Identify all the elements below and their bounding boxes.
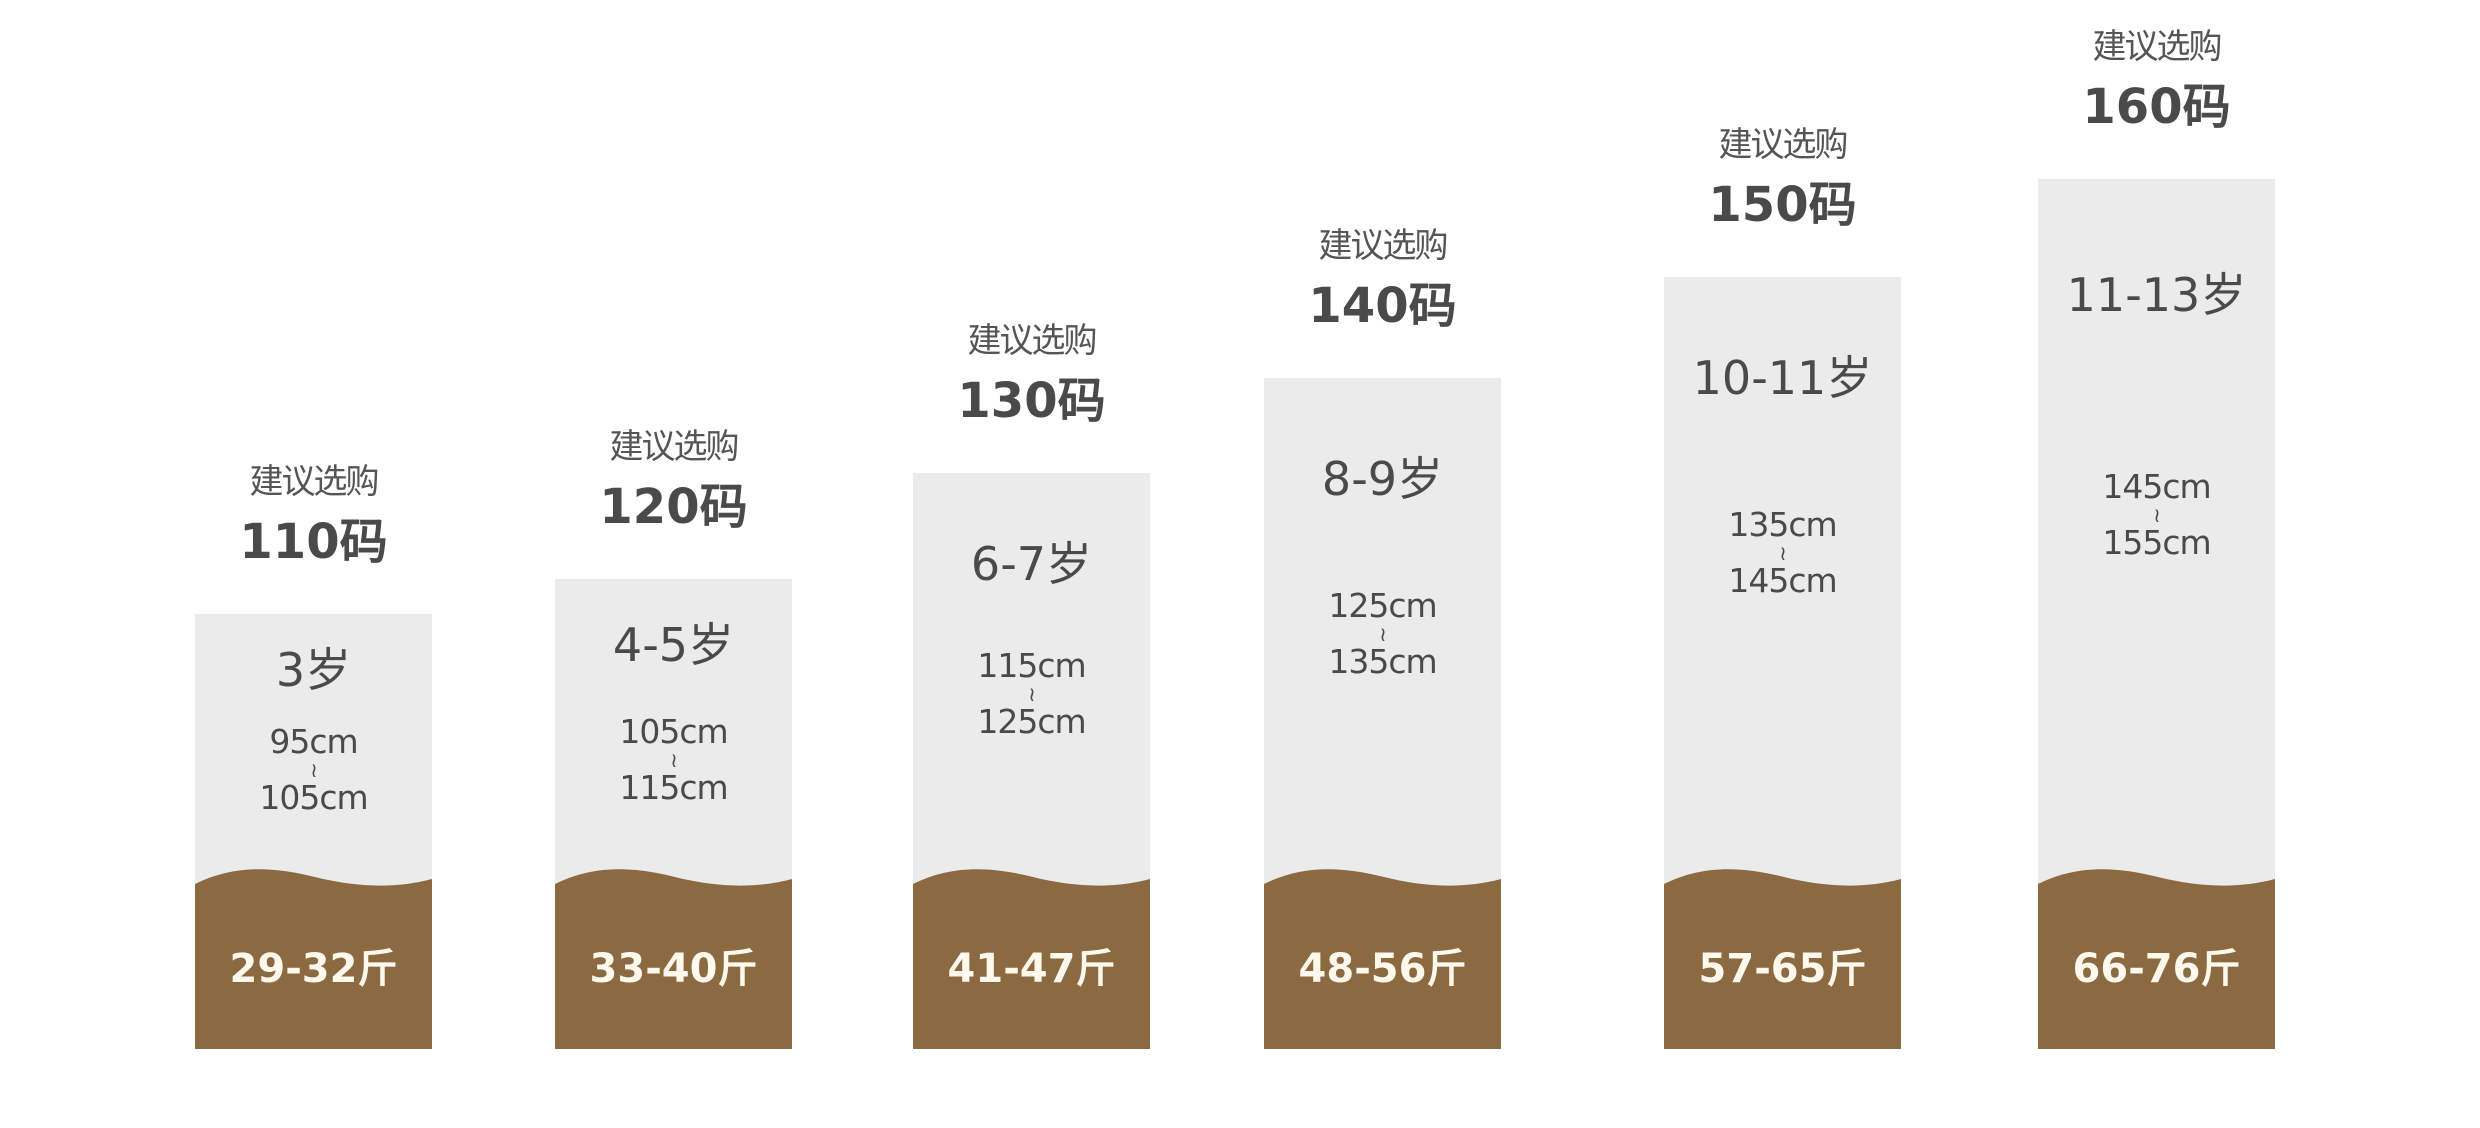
height-max: 105cm: [259, 778, 368, 817]
range-tilde: ≀: [1028, 682, 1036, 706]
weight-wave-band: [195, 869, 432, 1049]
size-code: 160码: [2082, 79, 2231, 135]
suggest-label: 建议选购: [609, 427, 740, 467]
height-range: 115cm ≀ 125cm: [913, 648, 1150, 740]
suggest-label: 建议选购: [967, 321, 1098, 361]
weight-wave-band: [2038, 869, 2275, 1049]
size-column: 建议选购 120码 4-5岁 105cm ≀ 115cm 33-40斤: [555, 427, 792, 1049]
height-min: 145cm: [2102, 467, 2211, 506]
size-code: 130码: [957, 373, 1106, 429]
height-max: 135cm: [1328, 642, 1437, 681]
weight-range: 48-56斤: [1298, 946, 1467, 992]
size-code: 120码: [599, 479, 748, 535]
suggest-label: 建议选购: [249, 462, 380, 502]
age-range: 8-9岁: [1321, 452, 1444, 506]
weight-range: 33-40斤: [589, 946, 758, 992]
height-min: 125cm: [1328, 586, 1437, 625]
range-tilde: ≀: [1779, 541, 1787, 565]
height-min: 105cm: [619, 712, 728, 751]
height-range: 125cm ≀ 135cm: [1264, 588, 1501, 680]
size-column: 建议选购 110码 3岁 95cm ≀ 105cm 29-32斤: [195, 462, 432, 1049]
range-tilde: ≀: [1379, 622, 1387, 646]
height-min: 95cm: [269, 722, 358, 761]
weight-range: 41-47斤: [947, 946, 1116, 992]
height-max: 145cm: [1728, 561, 1837, 600]
weight-wave-band: [1264, 869, 1501, 1049]
range-tilde: ≀: [310, 758, 318, 782]
range-tilde: ≀: [2153, 503, 2161, 527]
suggest-label: 建议选购: [1718, 125, 1849, 165]
weight-wave-band: [555, 869, 792, 1049]
size-column: 建议选购 140码 8-9岁 125cm ≀ 135cm 48-56斤: [1264, 226, 1501, 1049]
height-range: 95cm ≀ 105cm: [195, 724, 432, 816]
size-code: 150码: [1708, 177, 1857, 233]
size-column: 建议选购 130码 6-7岁 115cm ≀ 125cm 41-47斤: [913, 321, 1150, 1049]
age-range: 4-5岁: [612, 618, 735, 672]
weight-range: 57-65斤: [1698, 946, 1867, 992]
height-range: 105cm ≀ 115cm: [555, 714, 792, 806]
age-range: 10-11岁: [1692, 351, 1873, 405]
age-range: 6-7岁: [970, 537, 1093, 591]
size-code: 110码: [239, 514, 388, 570]
size-column: 建议选购 160码 11-13岁 145cm ≀ 155cm 66-76斤: [2038, 27, 2275, 1049]
weight-wave-band: [913, 869, 1150, 1049]
height-range: 145cm ≀ 155cm: [2038, 469, 2275, 561]
height-max: 155cm: [2102, 523, 2211, 562]
height-max: 115cm: [619, 768, 728, 807]
height-max: 125cm: [977, 702, 1086, 741]
size-code: 140码: [1308, 278, 1457, 334]
size-column: 建议选购 150码 10-11岁 135cm ≀ 145cm 57-65斤: [1664, 125, 1901, 1049]
height-min: 135cm: [1728, 505, 1837, 544]
weight-wave-band: [1664, 869, 1901, 1049]
height-range: 135cm ≀ 145cm: [1664, 507, 1901, 599]
weight-range: 29-32斤: [229, 946, 398, 992]
weight-range: 66-76斤: [2072, 946, 2241, 992]
age-range: 11-13岁: [2066, 268, 2247, 322]
suggest-label: 建议选购: [2092, 27, 2223, 67]
range-tilde: ≀: [670, 748, 678, 772]
height-min: 115cm: [977, 646, 1086, 685]
age-range: 3岁: [275, 643, 352, 697]
suggest-label: 建议选购: [1318, 226, 1449, 266]
